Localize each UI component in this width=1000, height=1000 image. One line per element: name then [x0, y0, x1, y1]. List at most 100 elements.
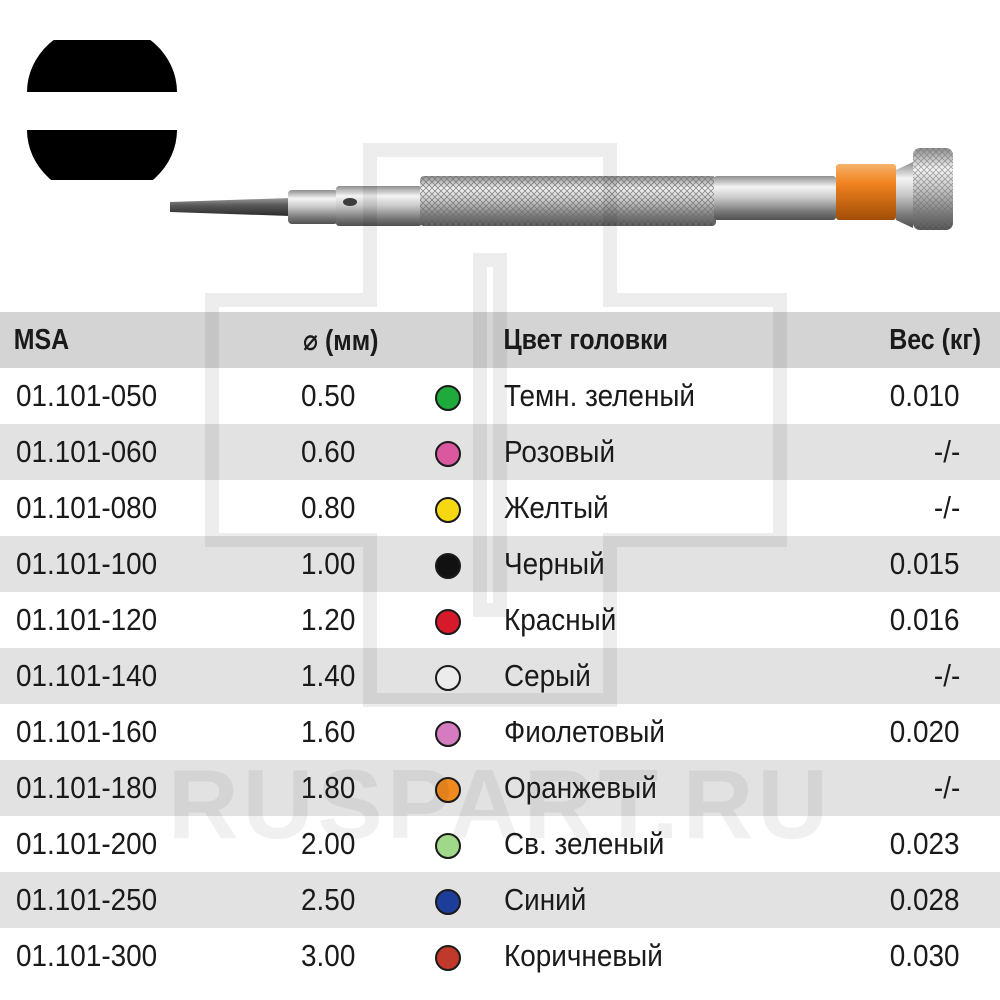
color-name-cell: Оранжевый: [500, 760, 800, 816]
header-color: Цвет головки: [503, 323, 668, 356]
precision-screwdriver-image: [170, 148, 953, 230]
diameter-cell-text: 2.50: [300, 882, 355, 917]
diameter-cell-text: 0.60: [300, 434, 355, 469]
color-name-cell: Темн. зеленый: [500, 368, 800, 424]
header-color-swatch: [407, 312, 493, 368]
weight-cell: 0.030: [800, 928, 1000, 984]
diameter-cell: 3.00: [235, 928, 400, 984]
color-swatch-icon: [435, 608, 461, 635]
color-swatch-icon: [435, 832, 461, 859]
swatch-cell: [400, 480, 500, 536]
diameter-cell: 0.50: [235, 368, 400, 424]
color-name-cell-text: Темн. зеленый: [504, 378, 695, 413]
diameter-cell: 2.50: [235, 872, 400, 928]
table-row: 01.101-060 0.60 Розовый -/-: [0, 424, 1000, 480]
msa-cell: 01.101-060: [0, 424, 235, 480]
color-swatch-icon: [435, 440, 461, 467]
msa-cell-text: 01.101-120: [16, 602, 158, 637]
msa-cell-text: 01.101-100: [16, 546, 158, 581]
color-name-cell-text: Фиолетовый: [504, 714, 666, 749]
product-header: [0, 0, 1000, 300]
color-name-cell: Синий: [500, 872, 800, 928]
color-name-cell-text: Оранжевый: [504, 770, 657, 805]
msa-cell-text: 01.101-300: [16, 938, 158, 973]
swatch-cell: [400, 872, 500, 928]
color-name-cell: Розовый: [500, 424, 800, 480]
color-name-cell-text: Синий: [504, 882, 587, 917]
msa-cell: 01.101-100: [0, 536, 235, 592]
msa-cell-text: 01.101-060: [16, 434, 158, 469]
diameter-cell-text: 2.00: [300, 826, 355, 861]
header-diameter: ⌀ (мм): [303, 324, 379, 357]
weight-cell: -/-: [800, 424, 1000, 480]
color-swatch-icon: [435, 776, 461, 803]
diameter-cell-text: 1.80: [300, 770, 355, 805]
diameter-cell: 1.60: [235, 704, 400, 760]
msa-cell-text: 01.101-250: [16, 882, 158, 917]
msa-cell: 01.101-120: [0, 592, 235, 648]
color-swatch-icon: [435, 888, 461, 915]
color-name-cell: Коричневый: [500, 928, 800, 984]
msa-cell-text: 01.101-200: [16, 826, 158, 861]
swatch-cell: [400, 536, 500, 592]
table-row: 01.101-300 3.00 Коричневый 0.030: [0, 928, 1000, 984]
color-name-cell: Черный: [500, 536, 800, 592]
msa-cell-text: 01.101-160: [16, 714, 158, 749]
swatch-cell: [400, 816, 500, 872]
weight-cell-text: 0.028: [890, 882, 960, 917]
weight-cell-text: 0.023: [890, 826, 960, 861]
swatch-cell: [400, 424, 500, 480]
diameter-cell-text: 3.00: [300, 938, 355, 973]
diameter-cell-text: 1.40: [300, 658, 355, 693]
weight-cell-text: 0.016: [890, 602, 960, 637]
color-swatch-icon: [435, 944, 461, 971]
weight-cell-text: 0.020: [890, 714, 960, 749]
msa-cell: 01.101-180: [0, 760, 235, 816]
color-name-cell: Серый: [500, 648, 800, 704]
diameter-cell: 1.20: [235, 592, 400, 648]
weight-cell: -/-: [800, 648, 1000, 704]
msa-cell: 01.101-050: [0, 368, 235, 424]
diameter-cell-text: 1.20: [300, 602, 355, 637]
table-row: 01.101-120 1.20 Красный 0.016: [0, 592, 1000, 648]
weight-cell: -/-: [800, 760, 1000, 816]
swatch-cell: [400, 368, 500, 424]
color-swatch-icon: [435, 720, 461, 747]
color-swatch-icon: [435, 664, 461, 691]
swatch-cell: [400, 592, 500, 648]
color-name-cell-text: Розовый: [504, 434, 616, 469]
weight-cell: 0.010: [800, 368, 1000, 424]
diameter-cell-text: 0.50: [300, 378, 355, 413]
table-row: 01.101-080 0.80 Желтый -/-: [0, 480, 1000, 536]
swatch-cell: [400, 760, 500, 816]
diameter-cell: 0.80: [235, 480, 400, 536]
diameter-cell-text: 1.00: [300, 546, 355, 581]
diameter-cell-text: 1.60: [300, 714, 355, 749]
specification-table: MSA ⌀ (мм) Цвет головки Вес (кг) 01.101-…: [0, 312, 1000, 984]
msa-cell-text: 01.101-050: [16, 378, 158, 413]
color-name-cell-text: Серый: [504, 658, 591, 693]
weight-cell-text: 0.015: [890, 546, 960, 581]
weight-cell: -/-: [800, 480, 1000, 536]
msa-cell: 01.101-080: [0, 480, 235, 536]
color-swatch-icon: [435, 496, 461, 523]
weight-cell-text: -/-: [933, 658, 960, 693]
header-msa: MSA: [13, 323, 70, 356]
weight-cell: 0.028: [800, 872, 1000, 928]
table-header-row: MSA ⌀ (мм) Цвет головки Вес (кг): [0, 312, 1000, 368]
msa-cell-text: 01.101-140: [16, 658, 158, 693]
color-swatch-icon: [435, 552, 461, 579]
diameter-cell-text: 0.80: [300, 490, 355, 525]
diameter-cell: 1.00: [235, 536, 400, 592]
table-row: 01.101-160 1.60 Фиолетовый 0.020: [0, 704, 1000, 760]
weight-cell: 0.020: [800, 704, 1000, 760]
table-row: 01.101-250 2.50 Синий 0.028: [0, 872, 1000, 928]
color-name-cell-text: Желтый: [504, 490, 609, 525]
swatch-cell: [400, 928, 500, 984]
color-name-cell-text: Коричневый: [504, 938, 663, 973]
header-weight: Вес (кг): [889, 323, 982, 356]
weight-cell-text: -/-: [933, 770, 960, 805]
diameter-cell: 0.60: [235, 424, 400, 480]
table-row: 01.101-100 1.00 Черный 0.015: [0, 536, 1000, 592]
swatch-cell: [400, 704, 500, 760]
